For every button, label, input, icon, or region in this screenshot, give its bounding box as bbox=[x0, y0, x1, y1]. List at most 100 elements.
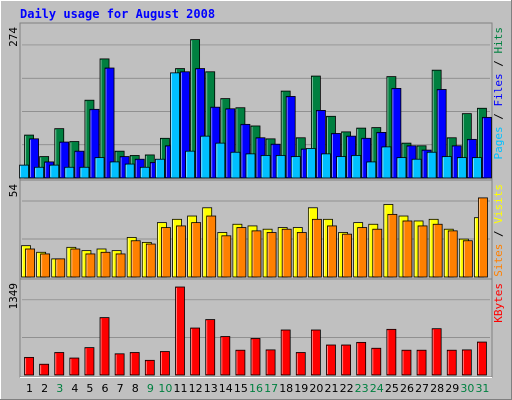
bar-pages-day-5 bbox=[79, 166, 90, 179]
bar-kbytes-day-26 bbox=[401, 349, 412, 376]
bar-sites-day-18 bbox=[281, 228, 292, 278]
panel-top: 274 Pages / Files / Hits bbox=[7, 22, 505, 181]
bar-files-day-18 bbox=[285, 96, 296, 179]
bar-sites-day-5 bbox=[85, 253, 96, 278]
bar-files-day-4 bbox=[74, 150, 85, 179]
bar-pages-day-18 bbox=[275, 155, 286, 179]
bar-sites-day-11 bbox=[176, 225, 186, 278]
bar-sites-day-2 bbox=[40, 253, 51, 278]
legend-label-top: Pages / Files / Hits bbox=[492, 27, 505, 160]
legend-part-top-1: / bbox=[492, 107, 505, 127]
bar-files-day-14 bbox=[225, 108, 236, 179]
bar-files-day-1 bbox=[29, 138, 39, 179]
bar-sites-day-30 bbox=[462, 240, 473, 278]
bar-files-day-15 bbox=[240, 123, 251, 179]
bar-sites-day-27 bbox=[417, 225, 428, 278]
day-label-20: 20 bbox=[309, 382, 323, 395]
day-labels: 1 2 3 4 5 6 7 8 9 10 11 12 13 14 15 16 17 18 19 20 21 22 23 24 2… bbox=[26, 382, 489, 395]
bar-kbytes-day-7 bbox=[114, 353, 125, 376]
day-label-23: 23 bbox=[355, 382, 369, 395]
day-label-31: 31 bbox=[475, 382, 489, 395]
day-label-18: 18 bbox=[279, 382, 293, 395]
legend-part-mid-1: / bbox=[492, 224, 505, 244]
bar-kbytes-day-30 bbox=[461, 349, 472, 376]
bar-sites-day-3 bbox=[55, 258, 66, 278]
bar-files-day-23 bbox=[361, 137, 372, 179]
bar-sites-day-15 bbox=[236, 227, 247, 278]
bar-kbytes-day-27 bbox=[416, 349, 427, 376]
panel-mid: 54 Sites / Visits bbox=[7, 179, 505, 280]
bar-sites-day-20 bbox=[311, 218, 322, 278]
bar-kbytes-day-23 bbox=[356, 341, 367, 376]
legend-part-bot-0: KBytes bbox=[492, 283, 505, 323]
day-label-30: 30 bbox=[460, 382, 474, 395]
day-label-5: 5 bbox=[86, 382, 93, 395]
bar-kbytes-day-22 bbox=[341, 344, 351, 376]
bar-files-day-28 bbox=[436, 89, 447, 179]
day-label-10: 10 bbox=[158, 382, 172, 395]
bar-kbytes-day-12 bbox=[190, 327, 201, 376]
bar-files-day-20 bbox=[315, 110, 326, 179]
bar-pages-day-4 bbox=[64, 166, 75, 179]
bar-sites-day-13 bbox=[206, 215, 217, 278]
bar-pages-day-20 bbox=[305, 148, 316, 179]
bar-files-day-12 bbox=[195, 68, 206, 179]
bar-pages-day-29 bbox=[441, 156, 452, 179]
bar-kbytes-day-2 bbox=[39, 363, 50, 376]
chart-title: Daily usage for August 2008 bbox=[20, 7, 215, 21]
bar-kbytes-day-31 bbox=[477, 341, 487, 376]
legend-part-mid-2: Visits bbox=[492, 184, 505, 224]
bar-kbytes-day-10 bbox=[160, 351, 170, 376]
day-label-2: 2 bbox=[41, 382, 48, 395]
bar-kbytes-day-3 bbox=[54, 352, 65, 376]
day-label-9: 9 bbox=[147, 382, 154, 395]
bar-files-day-13 bbox=[210, 106, 221, 179]
bar-sites-day-14 bbox=[221, 235, 232, 278]
day-label-21: 21 bbox=[324, 382, 338, 395]
bar-pages-day-7 bbox=[109, 161, 120, 179]
panel-bot: 1349 KBytes bbox=[7, 278, 505, 378]
legend-part-top-0: Pages bbox=[492, 126, 505, 159]
bar-kbytes-day-1 bbox=[24, 356, 34, 376]
bar-pages-day-23 bbox=[351, 155, 362, 179]
day-label-22: 22 bbox=[340, 382, 354, 395]
bar-kbytes-day-24 bbox=[371, 347, 382, 376]
bar-pages-day-22 bbox=[336, 156, 346, 179]
bar-kbytes-day-25 bbox=[386, 328, 397, 376]
bar-sites-day-9 bbox=[145, 243, 156, 278]
bar-files-day-25 bbox=[391, 88, 402, 179]
bar-kbytes-day-16 bbox=[250, 338, 261, 376]
bar-kbytes-day-14 bbox=[220, 336, 231, 376]
bar-pages-day-28 bbox=[426, 151, 437, 179]
ymax-label-bot: 1349 bbox=[7, 283, 20, 310]
bar-sites-day-10 bbox=[161, 227, 171, 278]
day-label-25: 25 bbox=[385, 382, 399, 395]
day-label-7: 7 bbox=[117, 382, 124, 395]
bar-kbytes-day-19 bbox=[295, 352, 306, 376]
bar-sites-day-8 bbox=[130, 240, 141, 278]
bar-sites-day-31 bbox=[478, 197, 488, 278]
bar-sites-day-12 bbox=[191, 222, 202, 278]
bar-pages-day-25 bbox=[381, 146, 392, 179]
bar-pages-day-24 bbox=[366, 161, 377, 179]
bar-kbytes-day-8 bbox=[129, 352, 140, 376]
bar-sites-day-7 bbox=[115, 253, 126, 278]
bar-pages-day-26 bbox=[396, 157, 407, 179]
bar-files-day-6 bbox=[104, 67, 115, 179]
day-label-11: 11 bbox=[174, 382, 188, 395]
day-label-3: 3 bbox=[56, 382, 63, 395]
day-label-19: 19 bbox=[294, 382, 308, 395]
bar-sites-day-23 bbox=[357, 227, 368, 278]
legend-part-top-3: / bbox=[492, 54, 505, 74]
bar-sites-day-28 bbox=[432, 223, 443, 278]
day-label-26: 26 bbox=[400, 382, 414, 395]
day-label-28: 28 bbox=[430, 382, 444, 395]
bar-sites-day-24 bbox=[372, 228, 383, 278]
day-label-14: 14 bbox=[219, 382, 233, 395]
bar-kbytes-day-11 bbox=[175, 286, 185, 376]
bar-sites-day-16 bbox=[251, 230, 262, 278]
day-label-15: 15 bbox=[234, 382, 248, 395]
bar-kbytes-day-18 bbox=[280, 329, 291, 376]
